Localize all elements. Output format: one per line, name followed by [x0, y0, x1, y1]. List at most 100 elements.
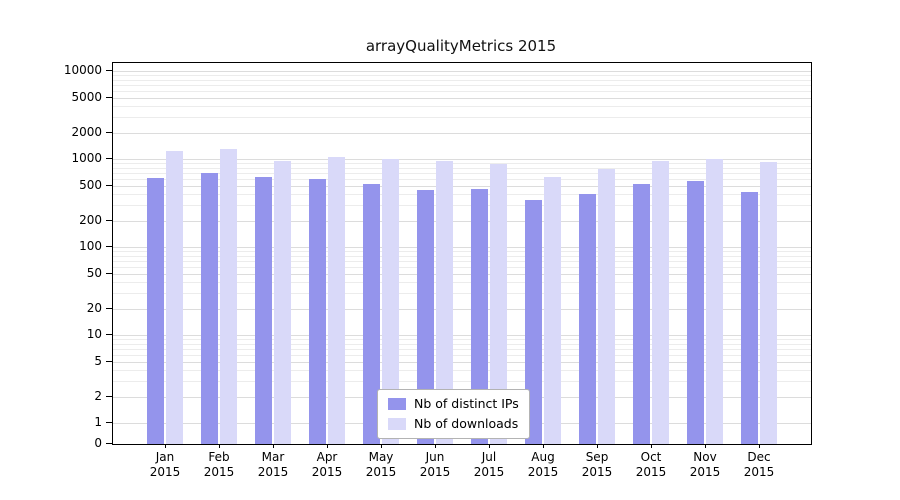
chart-title: arrayQualityMetrics 2015 [365, 37, 557, 55]
x-axis-label-aug: Aug 2015 [527, 450, 559, 479]
bar-distinct-ips-nov [687, 181, 704, 444]
gridline [113, 178, 811, 180]
bar-distinct-ips-jul [471, 188, 488, 444]
y-axis-tick [106, 272, 112, 274]
x-axis-tick [273, 444, 274, 448]
gridline [113, 194, 811, 195]
bar-downloads-dec [760, 161, 777, 444]
y-axis-tick [106, 131, 112, 133]
y-axis-tick [106, 219, 112, 221]
x-axis-tick [435, 444, 436, 448]
bar-distinct-ips-dec [741, 192, 758, 444]
bar-downloads-feb [220, 149, 237, 444]
gridline [113, 354, 811, 356]
gridline [113, 71, 811, 72]
bar-distinct-ips-aug [525, 200, 542, 444]
gridline [113, 251, 811, 252]
y-axis-tick [106, 70, 112, 71]
legend-swatch-distinct-ips [388, 398, 406, 410]
gridline [113, 90, 811, 92]
x-axis-tick [651, 444, 652, 448]
legend-label-distinct-ips: Nb of distinct IPs [414, 396, 519, 411]
y-axis-label: 1000 [71, 151, 102, 165]
legend-item-downloads: Nb of downloads [388, 417, 519, 431]
gridline [113, 97, 811, 99]
y-axis-label: 0 [94, 436, 102, 450]
x-axis-tick [705, 444, 706, 448]
y-axis-label: 1 [94, 415, 102, 429]
gridline [113, 370, 811, 371]
x-axis-tick [327, 444, 328, 448]
y-axis-label: 10 [86, 327, 102, 341]
bar-downloads-jul [490, 164, 507, 444]
y-axis-tick [106, 158, 112, 159]
bar-downloads-jun [436, 161, 453, 444]
gridline [113, 255, 811, 257]
gridline [113, 220, 811, 222]
gridline [113, 75, 811, 76]
bar-downloads-nov [706, 159, 723, 444]
y-axis-tick [106, 246, 112, 247]
gridline [113, 266, 811, 268]
y-axis-label: 5 [94, 353, 102, 368]
x-axis-label-apr: Apr 2015 [311, 450, 343, 479]
gridline [113, 185, 811, 187]
bar-distinct-ips-jun [417, 189, 434, 444]
x-axis-tick [597, 444, 598, 448]
gridline [113, 117, 811, 118]
bar-downloads-sep [598, 168, 615, 444]
gridline [113, 159, 811, 160]
gridline [113, 106, 811, 107]
gridline [113, 163, 811, 164]
y-axis-label: 50 [86, 265, 102, 280]
y-axis-label: 5000 [71, 89, 102, 104]
y-axis-label: 100 [79, 239, 102, 253]
bar-downloads-mar [274, 160, 291, 444]
legend-swatch-downloads [388, 418, 406, 430]
y-axis-tick [106, 422, 112, 423]
bar-distinct-ips-jan [147, 177, 164, 444]
bar-downloads-jan [166, 151, 183, 444]
x-axis-label-sep: Sep 2015 [581, 450, 613, 479]
y-axis-label: 2 [94, 388, 102, 403]
x-axis-tick [489, 444, 490, 448]
x-axis-label-mar: Mar 2015 [257, 450, 289, 479]
gridline [113, 293, 811, 294]
x-axis-tick [165, 444, 166, 448]
gridline [113, 335, 811, 336]
x-axis-label-oct: Oct 2015 [635, 450, 667, 479]
gridline [113, 247, 811, 248]
x-axis-tick [759, 444, 760, 448]
bar-downloads-oct [652, 161, 669, 444]
x-axis-label-jul: Jul 2015 [473, 450, 505, 479]
bar-distinct-ips-apr [309, 178, 326, 444]
x-axis-tick [381, 444, 382, 448]
gridline [113, 260, 811, 262]
bar-distinct-ips-feb [201, 172, 218, 444]
y-axis-tick [106, 96, 112, 98]
gridline [113, 348, 811, 350]
x-axis-label-may: May 2015 [365, 450, 397, 479]
x-axis-tick [543, 444, 544, 448]
y-axis-tick [106, 443, 112, 444]
y-axis-label: 20 [86, 300, 102, 315]
gridline [113, 343, 811, 345]
gridline [113, 273, 811, 275]
x-axis-label-jun: Jun 2015 [419, 450, 451, 479]
legend-label-downloads: Nb of downloads [414, 416, 519, 431]
y-axis-label: 10000 [63, 63, 102, 77]
gridline [113, 172, 811, 174]
y-axis-tick [106, 184, 112, 186]
gridline [113, 361, 811, 363]
y-axis-label: 500 [79, 177, 102, 192]
gridline [113, 339, 811, 340]
x-axis-tick [219, 444, 220, 448]
bar-distinct-ips-sep [579, 194, 596, 444]
y-axis-tick [106, 334, 112, 335]
bar-downloads-aug [544, 176, 561, 444]
y-axis-tick [106, 395, 112, 397]
gridline [113, 282, 811, 283]
gridline [113, 167, 811, 169]
gridline [113, 79, 811, 81]
